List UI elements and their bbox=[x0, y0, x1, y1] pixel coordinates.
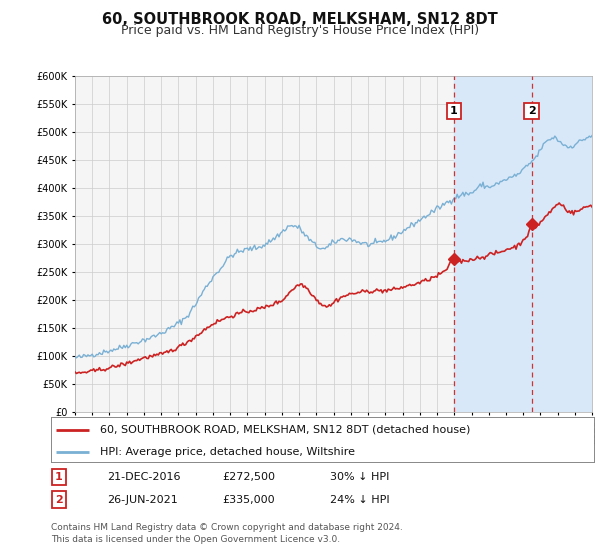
Text: Contains HM Land Registry data © Crown copyright and database right 2024.: Contains HM Land Registry data © Crown c… bbox=[51, 523, 403, 532]
Text: £272,500: £272,500 bbox=[222, 472, 275, 482]
Text: 24% ↓ HPI: 24% ↓ HPI bbox=[330, 494, 389, 505]
Text: 30% ↓ HPI: 30% ↓ HPI bbox=[330, 472, 389, 482]
Text: 1: 1 bbox=[450, 106, 458, 116]
Text: This data is licensed under the Open Government Licence v3.0.: This data is licensed under the Open Gov… bbox=[51, 535, 340, 544]
Text: 60, SOUTHBROOK ROAD, MELKSHAM, SN12 8DT: 60, SOUTHBROOK ROAD, MELKSHAM, SN12 8DT bbox=[102, 12, 498, 27]
Text: 1: 1 bbox=[55, 472, 62, 482]
Text: 60, SOUTHBROOK ROAD, MELKSHAM, SN12 8DT (detached house): 60, SOUTHBROOK ROAD, MELKSHAM, SN12 8DT … bbox=[100, 424, 470, 435]
Text: HPI: Average price, detached house, Wiltshire: HPI: Average price, detached house, Wilt… bbox=[100, 447, 355, 457]
Text: 26-JUN-2021: 26-JUN-2021 bbox=[107, 494, 178, 505]
Text: 2: 2 bbox=[55, 494, 62, 505]
Text: 2: 2 bbox=[528, 106, 536, 116]
Text: Price paid vs. HM Land Registry's House Price Index (HPI): Price paid vs. HM Land Registry's House … bbox=[121, 24, 479, 36]
Bar bbox=[454, 76, 592, 412]
Text: £335,000: £335,000 bbox=[222, 494, 275, 505]
Text: 21-DEC-2016: 21-DEC-2016 bbox=[107, 472, 181, 482]
